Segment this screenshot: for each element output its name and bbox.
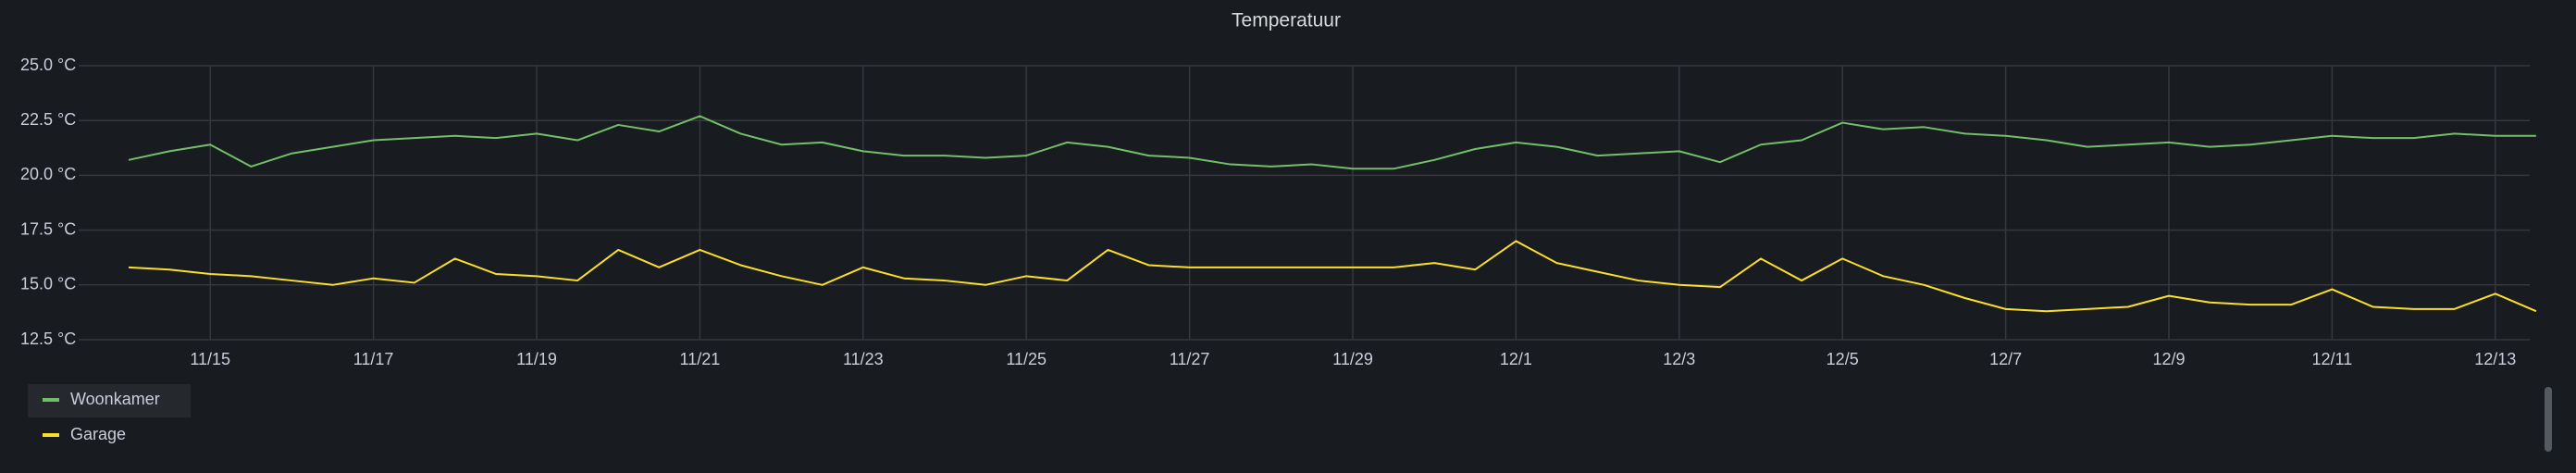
x-tick-label: 12/1	[1500, 350, 1532, 368]
x-tick-label: 11/23	[843, 350, 884, 368]
x-tick-label: 12/5	[1827, 350, 1859, 368]
scrollbar	[2545, 387, 2552, 452]
legend-label[interactable]: Garage	[70, 425, 126, 443]
x-tick-label: 12/11	[2312, 350, 2353, 368]
series-line	[128, 240, 2537, 313]
x-tick-label: 12/3	[1663, 350, 1695, 368]
y-tick-label: 15.0 °C	[20, 275, 76, 293]
y-tick-label: 20.0 °C	[20, 165, 76, 183]
x-tick-label: 12/13	[2474, 350, 2516, 368]
x-tick-label: 11/17	[353, 350, 394, 368]
series-line	[128, 115, 2536, 170]
x-tick-label: 11/15	[190, 350, 230, 368]
x-tick-label: 11/29	[1332, 350, 1373, 368]
y-tick-label: 22.5 °C	[20, 110, 76, 129]
legend-swatch[interactable]	[43, 433, 59, 437]
x-tick-label: 12/9	[2152, 350, 2185, 368]
x-tick-label: 11/21	[680, 350, 721, 368]
legend-swatch[interactable]	[43, 398, 59, 402]
y-tick-label: 25.0 °C	[20, 56, 76, 74]
y-tick-label: 17.5 °C	[20, 219, 76, 238]
x-tick-label: 11/27	[1170, 350, 1210, 368]
x-tick-label: 12/7	[1989, 350, 2022, 368]
x-tick-label: 11/25	[1006, 350, 1046, 368]
x-tick-label: 11/19	[516, 350, 557, 368]
panel-title: Temperatuur	[1232, 10, 1341, 31]
y-tick-label: 12.5 °C	[20, 330, 76, 348]
legend-label[interactable]: Woonkamer	[70, 390, 160, 408]
